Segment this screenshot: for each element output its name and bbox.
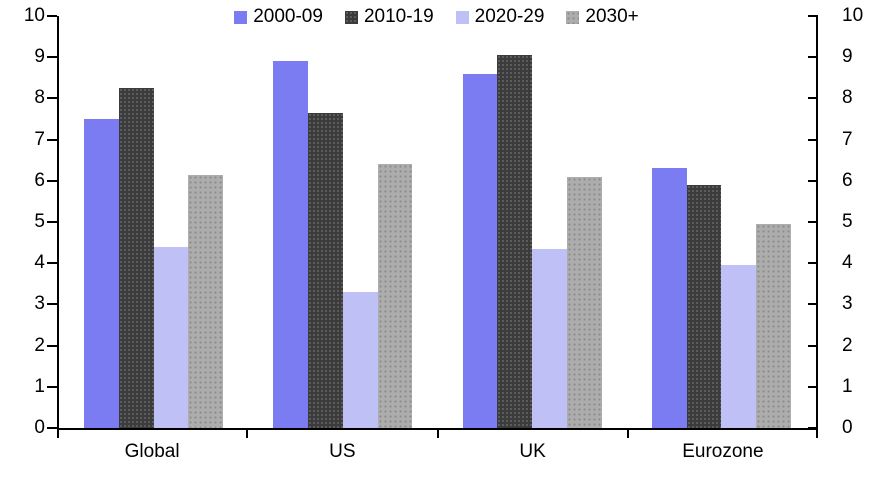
bar-eurozone-2010-19 — [686, 184, 722, 428]
x-boundary-tick — [246, 428, 248, 438]
y-tick-left — [47, 139, 57, 141]
y-tick-left — [47, 262, 57, 264]
x-boundary-tick — [57, 428, 59, 438]
bar-group-global — [59, 16, 248, 428]
bar-groups — [59, 16, 816, 428]
x-boundary-tick — [437, 428, 439, 438]
legend: 2000-09 2010-19 2020-29 2030+ — [0, 5, 873, 29]
y-tick-left — [47, 427, 57, 429]
y-tick-right — [808, 427, 818, 429]
bar-uk-2000-09 — [462, 73, 498, 428]
y-tick-label-right: 7 — [842, 129, 853, 150]
x-boundary-tick — [627, 428, 629, 438]
y-tick-right — [808, 303, 818, 305]
y-tick-label-right: 4 — [842, 252, 853, 273]
y-tick-label-right: 10 — [842, 5, 864, 26]
legend-label: 2000-09 — [253, 6, 323, 27]
y-tick-left — [47, 386, 57, 388]
bar-group-us — [248, 16, 437, 428]
y-tick-label-right: 9 — [842, 46, 853, 67]
legend-swatch-icon — [566, 10, 580, 24]
legend-label: 2030+ — [585, 6, 639, 27]
y-tick-label-right: 0 — [842, 417, 853, 438]
y-tick-label-left: 3 — [34, 293, 45, 314]
x-boundary-tick — [816, 428, 818, 438]
legend-item: 2030+ — [566, 5, 639, 29]
y-tick-label-right: 3 — [842, 293, 853, 314]
y-tick-label-right: 1 — [842, 376, 853, 397]
x-axis-label: UK — [519, 441, 546, 462]
legend-item: 2020-29 — [455, 5, 545, 29]
legend-label: 2010-19 — [363, 6, 434, 27]
bar-uk-2010-19 — [497, 55, 533, 428]
y-tick-label-left: 4 — [34, 252, 45, 273]
y-tick-right — [808, 139, 818, 141]
x-axis-label: Eurozone — [682, 441, 764, 462]
y-tick-label-left: 6 — [34, 170, 45, 191]
y-tick-label-left: 2 — [34, 335, 45, 356]
x-axis-labels: Global US UK Eurozone — [57, 441, 818, 463]
bar-uk-2030+ — [566, 176, 602, 428]
bar-us-2030+ — [377, 164, 413, 428]
bar-uk-2020-29 — [532, 248, 567, 428]
y-tick-right — [808, 97, 818, 99]
y-tick-right — [808, 56, 818, 58]
bar-global-2000-09 — [84, 119, 119, 428]
bar-global-2020-29 — [153, 246, 189, 428]
x-axis-label: US — [329, 441, 356, 462]
y-tick-label-right: 2 — [842, 335, 853, 356]
y-tick-right — [808, 180, 818, 182]
y-tick-right — [808, 262, 818, 264]
bar-global-2030+ — [188, 174, 224, 428]
bar-global-2010-19 — [118, 88, 154, 428]
y-tick-label-right: 8 — [842, 87, 853, 108]
y-tick-label-left: 1 — [34, 376, 45, 397]
bar-eurozone-2030+ — [756, 224, 791, 428]
bar-eurozone-2000-09 — [651, 168, 687, 428]
y-tick-right — [808, 15, 818, 17]
bar-us-2010-19 — [308, 112, 343, 428]
bar-eurozone-2020-29 — [721, 265, 757, 428]
y-tick-left — [47, 15, 57, 17]
y-tick-left — [47, 180, 57, 182]
y-tick-label-right: 5 — [842, 211, 853, 232]
y-tick-label-left: 9 — [34, 46, 45, 67]
y-tick-right — [808, 345, 818, 347]
y-tick-label-left: 5 — [34, 211, 45, 232]
y-tick-left — [47, 345, 57, 347]
x-axis-label: Global — [124, 441, 180, 462]
y-tick-label-left: 7 — [34, 129, 45, 150]
y-tick-label-left: 0 — [34, 417, 45, 438]
y-tick-right — [808, 386, 818, 388]
y-tick-label-left: 8 — [34, 87, 45, 108]
y-tick-left — [47, 221, 57, 223]
legend-swatch-icon — [455, 10, 469, 24]
legend-label: 2020-29 — [474, 6, 545, 27]
bar-us-2000-09 — [273, 61, 309, 428]
legend-item: 2000-09 — [234, 5, 323, 29]
legend-swatch-icon — [344, 10, 358, 24]
y-tick-right — [808, 221, 818, 223]
legend-item: 2010-19 — [344, 5, 434, 29]
bar-group-uk — [438, 16, 627, 428]
y-tick-left — [47, 56, 57, 58]
y-tick-left — [47, 97, 57, 99]
bar-group-eurozone — [627, 16, 816, 428]
y-tick-label-left: 10 — [23, 5, 45, 26]
y-tick-left — [47, 303, 57, 305]
legend-swatch-icon — [234, 10, 248, 24]
plot-area — [57, 16, 818, 430]
y-tick-label-right: 6 — [842, 170, 853, 191]
bar-us-2020-29 — [342, 292, 378, 428]
